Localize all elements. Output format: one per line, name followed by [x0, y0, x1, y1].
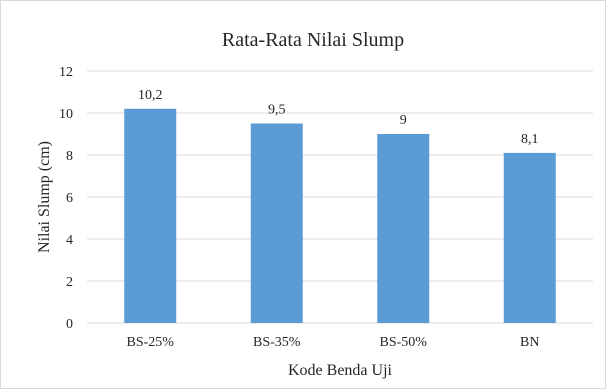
data-label: 9: [400, 113, 407, 128]
y-tick-label: 6: [66, 191, 73, 206]
bar-bs-25: [124, 108, 177, 323]
chart-title: Rata-Rata Nilai Slump: [222, 29, 404, 51]
x-tick-label: BS-35%: [253, 335, 301, 350]
y-tick-label: 2: [66, 275, 73, 290]
y-axis-title: Nilai Slump (cm): [36, 141, 53, 253]
y-tick-label: 8: [66, 149, 73, 164]
data-label: 10,2: [138, 88, 163, 103]
x-axis-ticks: BS-25% BS-35% BS-50% BN: [127, 335, 540, 350]
y-axis-ticks: 0 2 4 6 8 10 12: [59, 65, 73, 332]
data-labels: 10,2 9,5 9 8,1: [138, 88, 539, 147]
bar-bs-50: [377, 134, 430, 323]
x-tick-label: BS-25%: [127, 335, 175, 350]
bars: [124, 108, 556, 323]
y-tick-label: 4: [66, 233, 73, 248]
y-tick-label: 12: [59, 65, 73, 80]
x-tick-label: BS-50%: [380, 335, 428, 350]
y-tick-label: 0: [66, 317, 73, 332]
bar-bn: [503, 152, 556, 323]
bar-bs-35: [250, 123, 303, 323]
data-label: 8,1: [521, 132, 539, 147]
x-tick-label: BN: [520, 335, 539, 350]
x-axis-title: Kode Benda Uji: [288, 362, 393, 379]
y-tick-label: 10: [59, 107, 73, 122]
data-label: 9,5: [268, 103, 286, 118]
